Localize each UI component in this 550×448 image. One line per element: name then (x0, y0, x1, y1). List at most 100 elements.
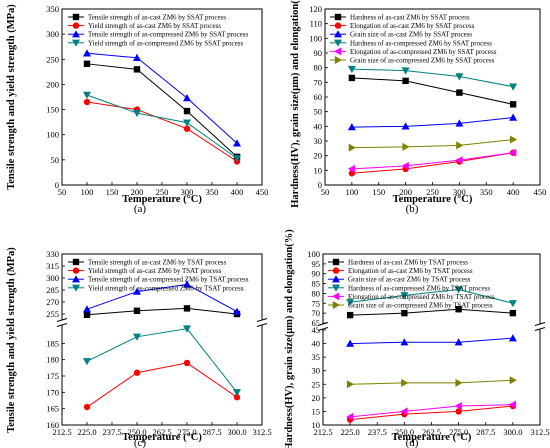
y-tick-label: 185 (46, 338, 59, 348)
x-tick-label: 300.0 (227, 427, 246, 437)
legend-marker (332, 258, 340, 266)
series-line (351, 77, 514, 105)
x-tick-label: 350 (206, 187, 219, 197)
data-point (83, 91, 91, 99)
axis-break-mark (256, 323, 268, 327)
legend-marker (72, 22, 80, 29)
y-tick-label: 30 (312, 366, 321, 376)
legend-marker (334, 13, 342, 21)
legend-label: Elongation of as-cast ZM6 by TSAT proces… (348, 267, 473, 275)
y-tick-label: 20 (312, 393, 321, 403)
series-line (350, 308, 513, 316)
legend-label: Tensile strength of as-cast ZM6 by TSAT … (88, 259, 227, 267)
y-tick-label: 65 (312, 318, 321, 328)
y-tick-label: 95 (312, 259, 321, 269)
legend-marker (72, 284, 80, 292)
data-point (456, 141, 464, 150)
y-tick-label: 110 (310, 19, 322, 29)
legend-marker (72, 258, 80, 266)
y-tick-label: 100 (309, 33, 322, 43)
data-point (455, 378, 463, 387)
x-tick-label: 250.0 (395, 427, 414, 437)
data-point (346, 311, 354, 319)
y-tick-label: 40 (312, 339, 321, 349)
y-axis-label: Hardness(HV), grain size(μm) and elongat… (284, 229, 295, 448)
x-tick-label: 200 (399, 187, 412, 197)
x-axis-label: Temperature (°C) (122, 194, 202, 205)
series-line (86, 362, 238, 408)
x-tick-label: 100 (81, 187, 94, 197)
series-line (350, 405, 513, 421)
y-tick-label: 70 (314, 77, 323, 87)
data-point (455, 408, 462, 415)
x-tick-label: 262.5 (422, 427, 441, 437)
x-tick-label: 300 (181, 187, 194, 197)
data-point (183, 107, 191, 115)
x-tick-label: 250 (426, 187, 439, 197)
y-tick-label: 200 (46, 79, 59, 89)
y-tick-label: 70 (312, 308, 321, 318)
y-tick-label: 175 (46, 371, 59, 381)
y-tick-label: 0 (55, 180, 59, 190)
data-point (346, 339, 355, 347)
series-line (350, 337, 513, 345)
x-tick-label: 212.5 (52, 427, 71, 437)
legend-marker (72, 13, 80, 21)
data-point (133, 333, 141, 341)
y-axis-label: Tensile strength and yield strength (MPa… (6, 4, 17, 190)
data-point (347, 123, 356, 131)
y-axis-label: Hardness(HV), grain size(μm) and elongat… (290, 0, 301, 208)
legend-label: Yield strength of as-compressed ZM6 by S… (88, 39, 243, 47)
data-point (400, 292, 409, 300)
data-point (401, 67, 410, 75)
legend-label: Hardness of as-compressed ZM6 by SSAT pr… (350, 39, 492, 47)
data-point (346, 299, 355, 307)
y-tick-label: 255 (46, 309, 59, 319)
x-tick-label: 312.5 (252, 427, 271, 437)
data-point (455, 156, 463, 165)
y-tick-label: 15 (312, 406, 321, 416)
x-tick-label: 400 (231, 187, 244, 197)
series-line (86, 283, 238, 313)
x-tick-label: 150 (372, 187, 385, 197)
y-tick-label: 20 (314, 151, 323, 161)
data-point (456, 89, 463, 96)
series-line (86, 328, 238, 393)
series-line (86, 52, 238, 144)
series-line (86, 63, 238, 158)
data-point (400, 338, 409, 346)
data-point (183, 325, 191, 333)
x-tick-label: 450 (534, 187, 547, 197)
legend-label: Tensile strength of as-compressed ZM6 by… (88, 276, 249, 284)
data-point (133, 66, 141, 73)
axis-break-gap (257, 319, 267, 326)
data-point (509, 135, 518, 144)
data-point (133, 307, 141, 314)
legend-label: Elongation of as-compressed ZM6 by TSAT … (348, 293, 495, 301)
panel-label: (b) (406, 203, 419, 215)
y-tick-label: 75 (312, 298, 321, 308)
legend-label: Yield strength of as-cast ZM6 by SSAT pr… (88, 22, 221, 30)
data-point (454, 286, 463, 294)
data-point (133, 369, 141, 376)
series-line (86, 101, 238, 162)
series-line (86, 307, 238, 316)
series-line (351, 139, 514, 149)
data-point (455, 306, 462, 313)
y-tick-label: 40 (314, 121, 323, 131)
series-line (351, 152, 514, 170)
x-tick-label: 50 (321, 187, 330, 197)
x-tick-label: 275.0 (449, 427, 468, 437)
data-point (509, 101, 517, 108)
data-point (183, 280, 191, 288)
data-point (508, 300, 517, 308)
panel-label: (c) (134, 437, 147, 448)
legend-label: Elongation of as-compressed ZM6 by SSAT … (350, 48, 497, 56)
legend-label: Hardness of as-cast ZM6 by TSAT process (348, 259, 468, 267)
legend-label: Yield strength of as-compressed ZM6 by T… (88, 284, 244, 292)
data-point (133, 53, 141, 61)
chart-panel-2: 50 100 150 200 250 300 350 400 450 0 10 20 30 40 50 60 7… (290, 0, 546, 215)
data-point (83, 358, 91, 366)
data-point (233, 389, 241, 397)
data-point (183, 119, 191, 127)
